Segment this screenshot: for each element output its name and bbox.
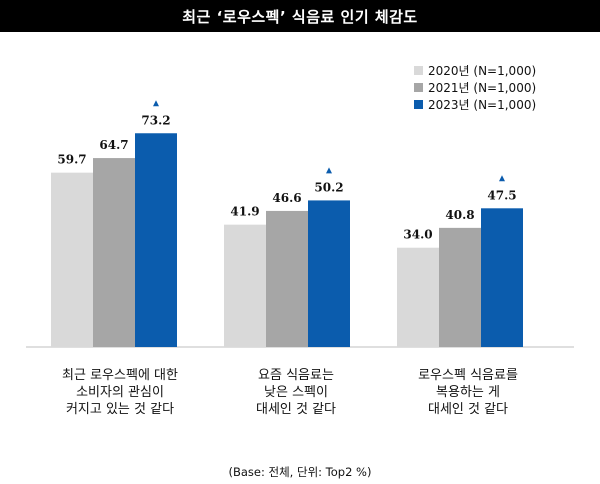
bar-c1-s2 [93,158,135,347]
bar-c3-s1 [397,247,439,347]
legend-item-2021: 2021년 (N=1,000) [414,79,536,96]
category-label-3: 로우스펙 식음료를 복용하는 게 대세인 것 같다 [418,368,518,417]
up-triangle-icon-c3 [499,175,505,182]
legend-label-2021: 2021년 (N=1,000) [428,81,537,95]
legend-swatch-2021 [414,83,423,92]
value-label-c3-s2: 40.8 [445,208,474,222]
legend-label-2020: 2020년 (N=1,000) [428,64,537,78]
category-label-2: 요즘 식음료는 낮은 스펙이 대세인 것 같다 [255,368,337,417]
value-label-c1-s1: 59.7 [57,153,86,167]
legend-swatch-2023 [414,100,423,109]
up-triangle-icon-c2 [326,167,332,174]
legend: 2020년 (N=1,000) 2021년 (N=1,000) 2023년 (N… [414,62,536,113]
bar-c1-s1 [51,172,93,347]
bar-c2-s2 [266,210,308,347]
bar-c2-s3 [308,200,350,347]
value-label-c2-s3: 50.2 [314,180,343,194]
bar-c1-s3 [135,133,177,347]
category-label-1: 최근 로우스펙에 대한 소비자의 관심이 커지고 있는 것 같다 [62,368,178,417]
up-triangle-icon-c1 [153,100,159,107]
value-label-c1-s2: 64.7 [99,138,128,152]
legend-item-2023: 2023년 (N=1,000) [414,96,536,113]
value-label-c2-s2: 46.6 [272,191,301,205]
chart-title: 최근 ‘로우스펙’ 식음료 인기 체감도 [182,7,418,26]
bar-c3-s3 [481,208,523,347]
legend-swatch-2020 [414,66,423,75]
legend-label-2023: 2023년 (N=1,000) [428,98,537,112]
chart-title-bar: 최근 ‘로우스펙’ 식음료 인기 체감도 [0,0,600,32]
footnote: (Base: 전체, 단위: Top2 %) [228,465,372,479]
value-label-c3-s1: 34.0 [403,228,432,242]
value-label-c1-s3: 73.2 [141,113,170,127]
value-label-c2-s1: 41.9 [230,205,259,219]
bar-c2-s1 [224,224,266,347]
bar-c3-s2 [439,227,481,347]
value-label-c3-s3: 47.5 [487,188,516,202]
legend-item-2020: 2020년 (N=1,000) [414,62,536,79]
